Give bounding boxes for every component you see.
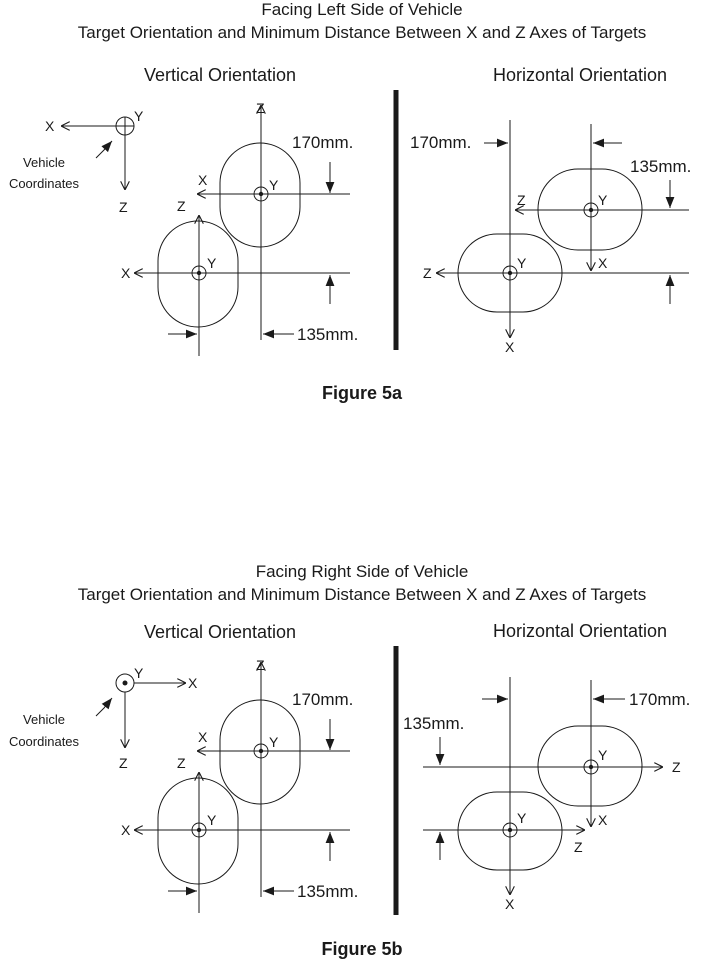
upper-z-label: Z [256,657,265,673]
lower-y-label: Y [517,810,527,826]
upper-y-label: Y [598,747,608,763]
vertical-dim-170: 170mm. [292,133,353,152]
figure-5a-vertical-orientation: Z X Y Z X Y 170mm. 135mm. [121,100,358,356]
upper-y-label: Y [598,192,608,208]
lower-x-label: X [505,339,515,355]
lower-y-symbol [502,822,518,838]
upper-z-label: Z [517,192,526,208]
lower-z-label: Z [423,265,432,281]
figure-5a: Facing Left Side of Vehicle Target Orien… [9,0,691,403]
coord-leader-arrow [95,140,113,159]
upper-y-symbol [253,743,269,759]
lower-y-symbol [502,265,518,281]
lower-x-label: X [505,896,515,912]
target-upper [219,142,301,248]
figure-5b-vertical-orientation: Z X Y Z X Y 170mm. 135mm. [121,657,358,913]
upper-z-label: Z [256,100,265,116]
coord-y-label: Y [134,665,144,681]
figure-5b-horizontal-heading: Horizontal Orientation [493,621,667,641]
figure-5b-title-line1: Facing Right Side of Vehicle [256,562,469,581]
coord-x-label: X [188,675,198,691]
vertical-dim-170: 170mm. [292,690,353,709]
upper-y-symbol [583,202,599,218]
lower-y-label: Y [207,812,217,828]
figure-5b-vehicle-coordinates: X Y Z Vehicle Coordinates [9,665,198,771]
horizontal-dim-170: 170mm. [629,690,690,709]
upper-x-label: X [598,255,608,271]
lower-x-label: X [121,265,131,281]
lower-z-label: Z [574,839,583,855]
figure-5b-caption: Figure 5b [321,939,402,959]
lower-z-label: Z [177,755,186,771]
vertical-dim-135: 135mm. [297,882,358,901]
lower-y-symbol [191,822,207,838]
figure-5a-vehicle-coordinates: X Y Z Vehicle Coordinates [9,108,144,215]
figure-5b: Facing Right Side of Vehicle Target Orie… [9,562,690,959]
coord-leader-arrow [95,697,113,717]
upper-y-label: Y [269,177,279,193]
figure-5b-vertical-heading: Vertical Orientation [144,622,296,642]
figure-5a-title-line2: Target Orientation and Minimum Distance … [78,23,647,42]
coord-z-label: Z [119,755,128,771]
coord-label-line1: Vehicle [23,155,65,170]
upper-x-label: X [598,812,608,828]
figure-5a-horizontal-orientation: Z Y X Z Y X 170mm. 135mm. [410,120,691,355]
lower-y-label: Y [517,255,527,271]
coord-label-line2: Coordinates [9,176,80,191]
lower-z-label: Z [177,198,186,214]
lower-y-label: Y [207,255,217,271]
figure-5b-horizontal-orientation: Z Y X Z Y X 170mm. 135mm. [403,677,690,912]
upper-z-label: Z [672,759,681,775]
figure-5a-horizontal-heading: Horizontal Orientation [493,65,667,85]
lower-y-symbol [191,265,207,281]
target-upper [219,699,301,805]
figure-5b-title-line2: Target Orientation and Minimum Distance … [78,585,647,604]
coord-z-label: Z [119,199,128,215]
horizontal-dim-170: 170mm. [410,133,471,152]
upper-x-label: X [198,172,208,188]
coord-y-symbol [115,673,135,693]
vertical-dim-135: 135mm. [297,325,358,344]
coord-label-line1: Vehicle [23,712,65,727]
horizontal-dim-135: 135mm. [630,157,691,176]
coord-x-label: X [45,118,55,134]
target-upper [537,725,643,807]
figure-5a-vertical-heading: Vertical Orientation [144,65,296,85]
figure-5a-caption: Figure 5a [322,383,403,403]
upper-y-label: Y [269,734,279,750]
horizontal-dim-135: 135mm. [403,714,464,733]
upper-y-symbol [583,759,599,775]
upper-x-label: X [198,729,208,745]
coord-label-line2: Coordinates [9,734,80,749]
lower-x-label: X [121,822,131,838]
figure-5a-title-line1: Facing Left Side of Vehicle [261,0,462,19]
upper-y-symbol [253,186,269,202]
coord-y-label: Y [134,108,144,124]
